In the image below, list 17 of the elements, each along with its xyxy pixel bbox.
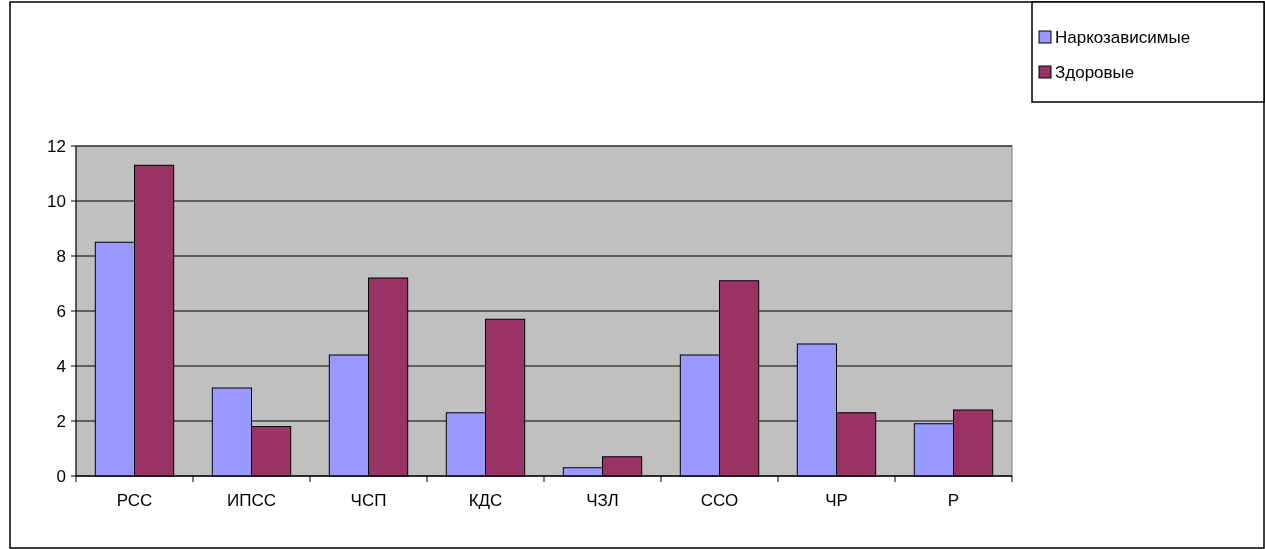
x-tick-label: РСС — [116, 491, 153, 510]
x-tick-label: ЧЗЛ — [586, 491, 619, 510]
y-tick-label: 8 — [56, 246, 66, 266]
x-tick-label: ИПСС — [227, 491, 276, 510]
y-tick-label: 4 — [56, 356, 66, 376]
y-tick-label: 12 — [47, 136, 66, 156]
legend-label: Наркозависимые — [1055, 27, 1191, 47]
x-tick-label: КДС — [468, 491, 503, 510]
x-tick-label: ЧР — [825, 491, 848, 510]
x-tick-label: Р — [947, 491, 960, 510]
x-tick-label: ЧСП — [350, 491, 387, 510]
y-tick-label: 10 — [47, 191, 66, 211]
x-tick-label: ССО — [700, 491, 739, 510]
legend-label: Здоровые — [1055, 62, 1135, 82]
y-tick-label: 2 — [56, 411, 66, 431]
y-tick-label: 6 — [56, 301, 66, 321]
y-tick-label: 0 — [56, 466, 66, 486]
